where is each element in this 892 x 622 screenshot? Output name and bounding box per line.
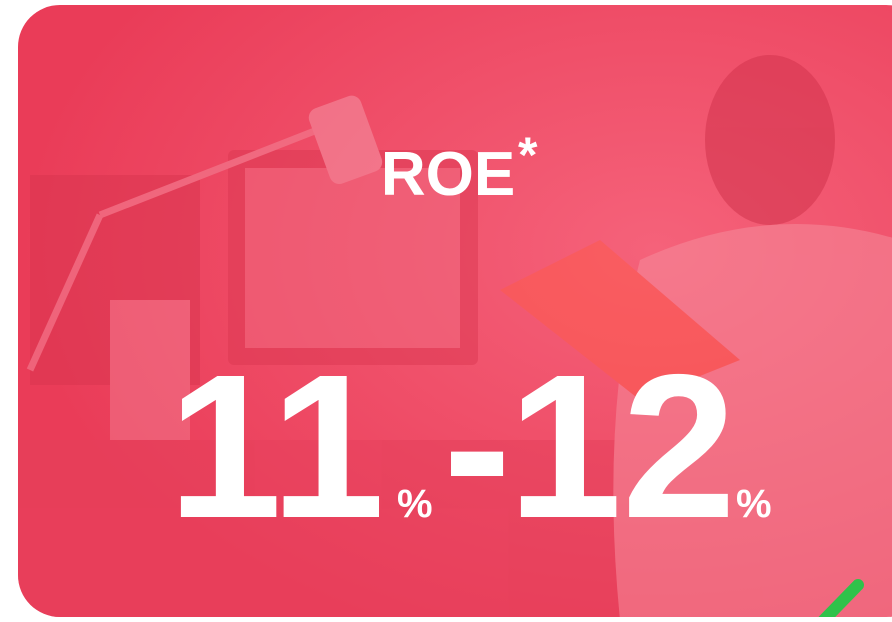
check-mark: [816, 579, 864, 617]
range-separator: -: [443, 332, 511, 561]
monitor-screen: [245, 168, 460, 348]
card: [18, 5, 892, 617]
title: ROE: [381, 140, 515, 209]
background-photo: [18, 55, 892, 617]
range-high-unit: %: [736, 482, 772, 526]
range-low-unit: %: [397, 482, 433, 526]
person-head: [705, 55, 835, 225]
range-low: 11: [168, 332, 385, 561]
book: [500, 240, 740, 400]
lamp-head: [308, 95, 383, 185]
laptop: [110, 300, 190, 460]
range-high: 12: [508, 332, 736, 561]
title-mark: *: [518, 127, 538, 183]
lamp-arm: [98, 121, 332, 219]
lamp-arm: [26, 213, 104, 372]
